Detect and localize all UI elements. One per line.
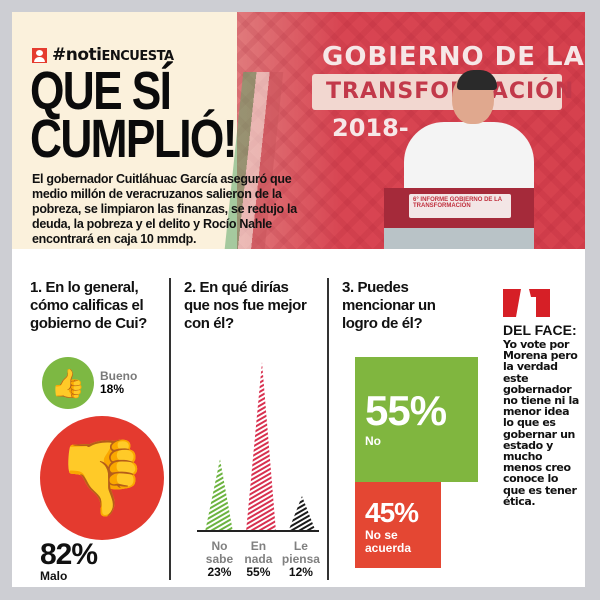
infographic-card: GOBIERNO DE LA TRANSFORMACIÓN 2018- 6° I… xyxy=(12,12,585,587)
headline: QUE SÍ CUMPLIÓ! xyxy=(30,61,243,169)
user-icon xyxy=(32,47,47,63)
question1-title: 1. En lo general, cómo calificas el gobi… xyxy=(30,279,147,332)
podium: 6° INFORME GOBIERNO DE LA TRANSFORMACIÓN xyxy=(384,188,534,249)
banner-line2: TRANSFORMACIÓN xyxy=(312,74,573,110)
banner-year: 2018- xyxy=(332,114,409,142)
good-label: Bueno xyxy=(100,369,138,383)
good-result: Bueno 18% xyxy=(100,370,137,396)
governor-photo: GOBIERNO DE LA TRANSFORMACIÓN 2018- xyxy=(237,12,585,249)
column-divider xyxy=(169,278,171,580)
bar-label-no-sabe: No sabe 23% xyxy=(205,539,234,579)
bar-labels: No sabe 23% En nada 55% Le piensa 12% xyxy=(200,540,324,579)
lead-paragraph: El gobernador Cuitláhuac García aseguró … xyxy=(32,172,297,246)
podium-base xyxy=(384,228,534,249)
hero-section: GOBIERNO DE LA TRANSFORMACIÓN 2018- 6° I… xyxy=(12,12,585,249)
bar-label-le-piensa: Le piensa 12% xyxy=(281,539,320,579)
no-pct: 55% xyxy=(365,387,447,434)
headline-line2: CUMPLIÓ! xyxy=(30,109,237,169)
banner-line1: GOBIERNO DE LA xyxy=(322,42,585,72)
question2-title: 2. En qué dirías que nos fue mejor con é… xyxy=(184,279,307,332)
quote-title: DEL FACE: xyxy=(503,322,577,338)
question3-title: 3. Puedes mencionar un logro de él? xyxy=(342,279,436,332)
triangle-bars xyxy=(205,362,316,532)
quote-icon xyxy=(503,289,550,317)
bad-label: Malo xyxy=(40,569,68,583)
forgot-box: 45% No se acuerda xyxy=(355,482,441,568)
podium-sign: 6° INFORME GOBIERNO DE LA TRANSFORMACIÓN xyxy=(409,194,511,218)
thumbs-up-icon: 👍 xyxy=(42,357,94,409)
tag-label: #notiENCUESTA xyxy=(52,45,174,65)
forgot-pct: 45% xyxy=(365,497,419,528)
forgot-label: No se acuerda xyxy=(365,528,412,555)
bad-pct: 82% xyxy=(40,538,98,571)
governor-hair xyxy=(457,70,497,90)
no-box: 55% No xyxy=(355,357,478,482)
no-label: No xyxy=(365,434,381,448)
good-pct: 18% xyxy=(100,382,125,396)
thumbs-down-icon: 👎 xyxy=(40,416,164,540)
bar-label-en-nada: En nada 55% xyxy=(244,539,273,579)
chart-axis xyxy=(197,530,319,532)
column-divider xyxy=(327,278,329,580)
quote-body: Yo vote por Morena pero la verdad este g… xyxy=(503,338,579,508)
section-tag: #notiENCUESTA xyxy=(32,45,174,65)
triangle-chart xyxy=(197,342,320,532)
headline-line1: QUE SÍ xyxy=(30,61,172,121)
